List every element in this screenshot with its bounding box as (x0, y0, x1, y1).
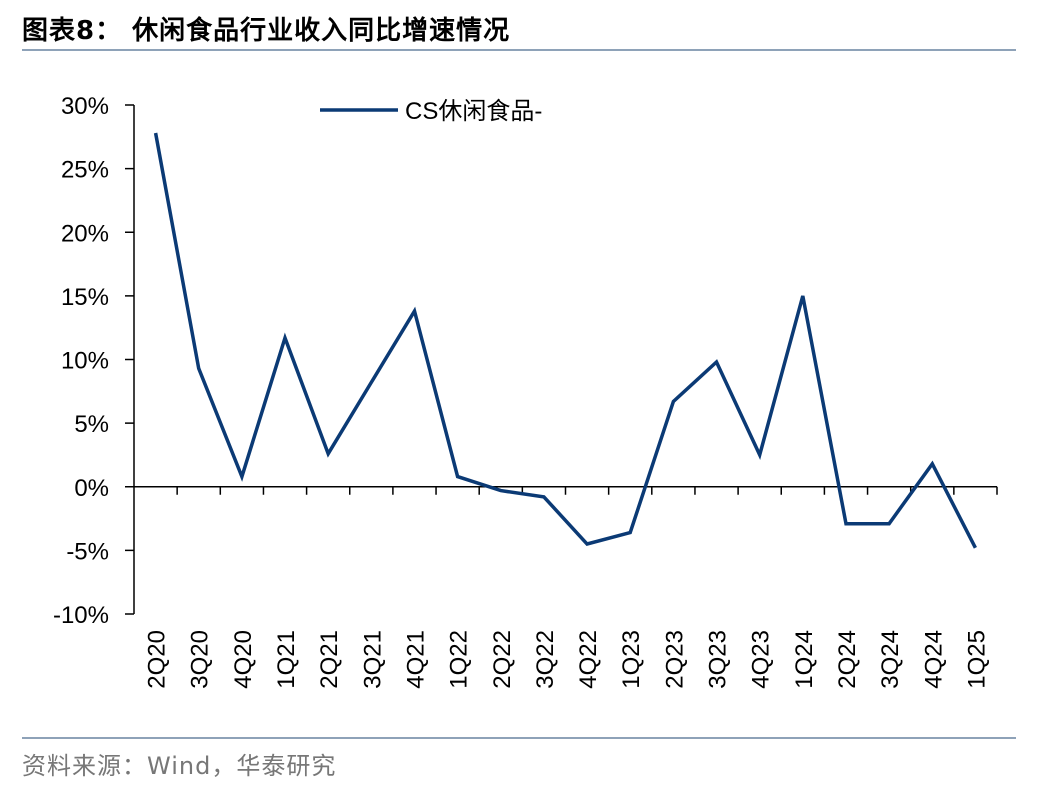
x-tick-label: 3Q24 (877, 630, 904, 689)
x-tick-label: 3Q23 (705, 630, 732, 689)
x-tick-label: 2Q24 (834, 630, 861, 689)
x-tick-label: 3Q22 (532, 630, 559, 689)
y-tick-label: 25% (61, 157, 109, 184)
x-tick-label: 2Q20 (144, 630, 171, 689)
y-tick-label: 5% (74, 411, 109, 438)
x-tick-label: 4Q20 (230, 630, 257, 689)
y-tick-label: 10% (61, 348, 109, 375)
x-tick-label: 1Q24 (791, 630, 818, 689)
source-note: 资料来源：Wind，华泰研究 (22, 752, 337, 780)
x-tick-label: 3Q21 (359, 630, 386, 689)
x-tick-label: 2Q22 (489, 630, 516, 689)
y-tick-label: 30% (61, 93, 109, 120)
x-tick-label: 1Q21 (273, 630, 300, 689)
title-divider (22, 49, 1016, 51)
y-axis: 30% 25% 20% 15% 10% 5% 0% -5% -10% (53, 93, 135, 629)
y-tick-label: 0% (74, 475, 109, 502)
x-tick-label: 3Q20 (187, 630, 214, 689)
legend-redaction (568, 94, 768, 128)
x-tick-label: 4Q24 (920, 630, 947, 689)
x-tick-label: 2Q23 (661, 630, 688, 689)
series-lines (153, 132, 977, 549)
x-tick-label: 4Q21 (402, 630, 429, 689)
legend-label: CS休闲食品- (405, 98, 542, 125)
x-tick-label: 4Q22 (575, 630, 602, 689)
legend: CS休闲食品- (320, 98, 542, 125)
figure-title: 图表8： 休闲食品行业收入同比增速情况 (22, 16, 511, 46)
y-tick-label: 20% (61, 220, 109, 247)
x-tick-label: 4Q23 (748, 630, 775, 689)
y-tick-label: -5% (66, 538, 109, 565)
y-tick-label: -10% (53, 602, 109, 629)
x-tick-label: 1Q25 (963, 630, 990, 689)
series-line (153, 132, 977, 549)
x-tick-label: 2Q21 (316, 630, 343, 689)
y-tick-label: 15% (61, 284, 109, 311)
x-tick-label: 1Q22 (446, 630, 473, 689)
x-axis: 2Q20 3Q20 4Q20 1Q21 2Q21 3Q21 4Q21 1Q22 2Q22 3Q22… (134, 486, 998, 689)
x-tick-label: 1Q23 (618, 630, 645, 689)
footer-divider (22, 737, 1016, 739)
